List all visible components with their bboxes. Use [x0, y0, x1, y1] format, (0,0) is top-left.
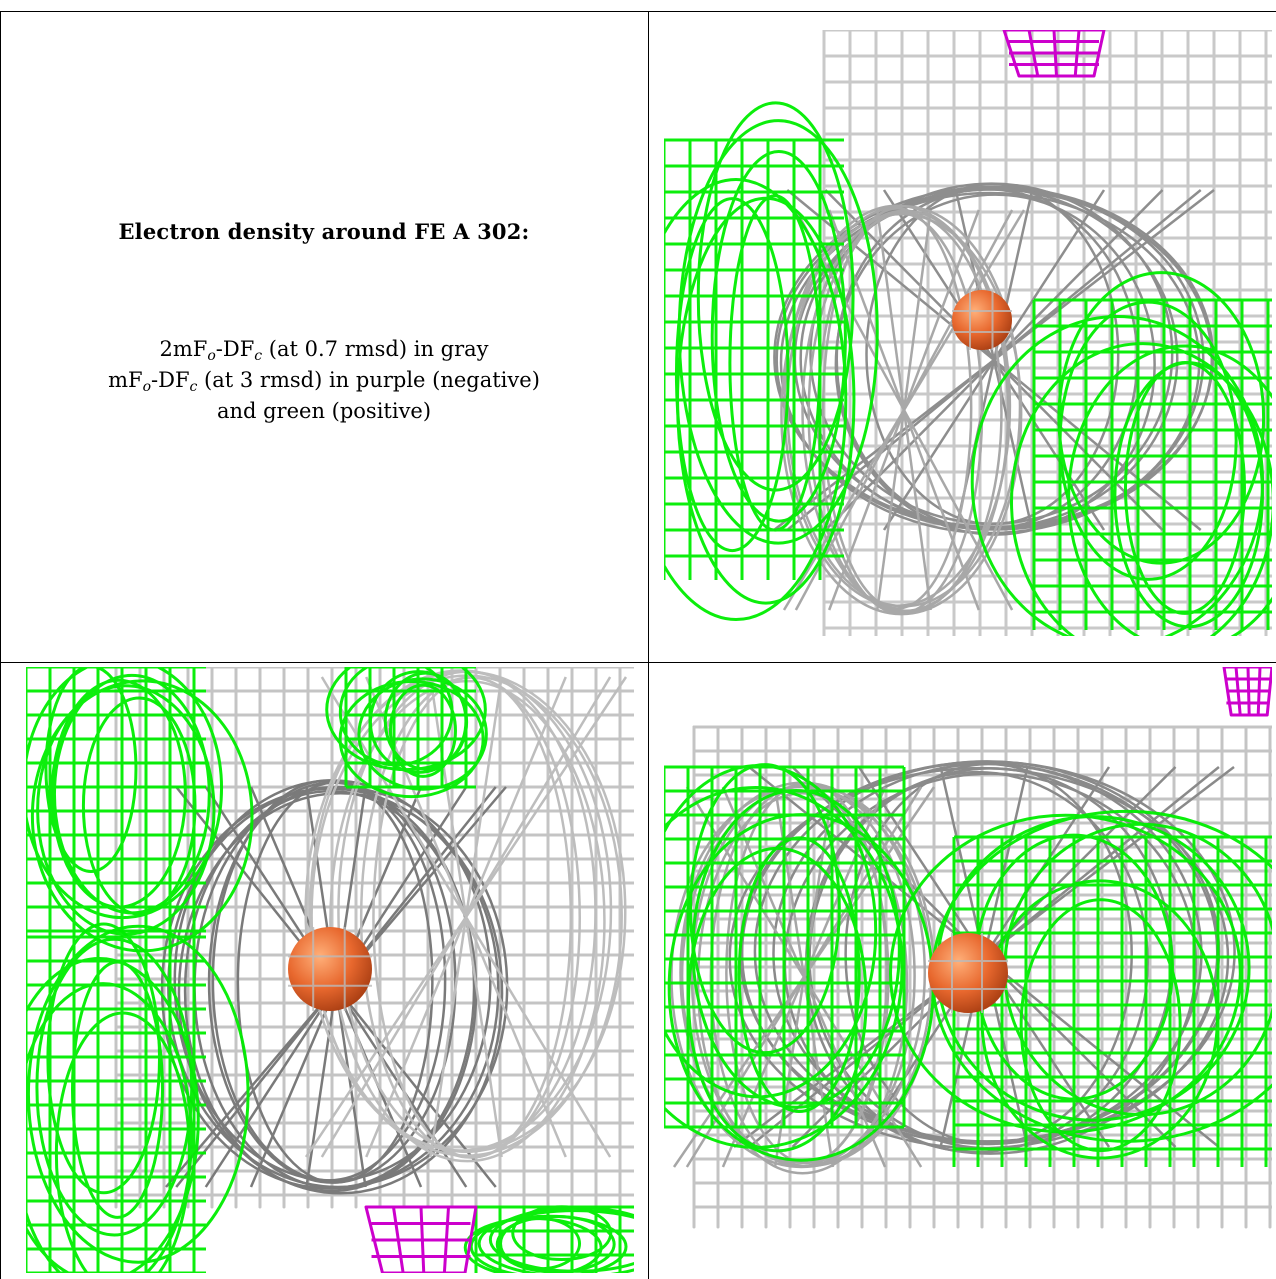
green-positive-left	[664, 101, 879, 621]
caption-cell: Electron density around FE A 302: 2mFo-D…	[0, 12, 648, 662]
fe-atom	[952, 290, 1012, 350]
green-positive-top	[325, 667, 488, 799]
green-positive-right	[970, 271, 1272, 636]
line1-sub-c: c	[254, 348, 263, 364]
caption-title: Electron density around FE A 302:	[118, 219, 530, 244]
line2-mid: -DF	[151, 368, 190, 392]
green-positive-top-left	[26, 667, 254, 953]
line2-prefix: mF	[108, 368, 143, 392]
line1-sub-o: o	[207, 348, 216, 364]
purple-negative-bottom	[364, 1205, 478, 1273]
caption-line-gray: 2mFo-DFc (at 0.7 rmsd) in gray	[0, 334, 648, 365]
fe-atom	[288, 927, 372, 1011]
border-middle-vertical	[648, 11, 649, 1279]
border-left	[0, 11, 1, 1279]
border-top	[0, 11, 1276, 12]
density-render-bottom-left	[26, 667, 634, 1273]
line1-suffix: (at 0.7 rmsd) in gray	[262, 337, 489, 361]
density-view-bottom-left	[26, 667, 634, 1273]
fe-atom	[928, 933, 1008, 1013]
caption-lines: 2mFo-DFc (at 0.7 rmsd) in gray mFo-DFc (…	[0, 334, 648, 427]
density-view-bottom-right	[664, 667, 1272, 1273]
green-positive-bottom-left	[26, 922, 250, 1273]
density-view-top-right	[664, 30, 1272, 636]
caption-line-green: and green (positive)	[216, 399, 432, 423]
density-render-bottom-right	[664, 667, 1272, 1229]
fe-atom-mesh-overlay	[288, 927, 372, 1011]
fe-atom-mesh-overlay	[928, 933, 1008, 1013]
line2-sub-c: c	[189, 379, 198, 395]
border-middle-horizontal	[0, 662, 1276, 663]
line1-prefix: 2mF	[159, 337, 208, 361]
line1-mid: -DF	[215, 337, 255, 361]
caption-line-purple: mFo-DFc (at 3 rmsd) in purple (negative)	[0, 365, 648, 396]
caption-block: Electron density around FE A 302: 2mFo-D…	[0, 12, 648, 662]
green-positive-left	[664, 763, 935, 1162]
purple-negative-top-right	[1222, 667, 1272, 717]
line2-suffix: (at 3 rmsd) in purple (negative)	[197, 368, 540, 392]
green-positive-bottom-right	[463, 1205, 634, 1273]
fe-atom-mesh-overlay	[952, 290, 1012, 350]
purple-negative-top	[1002, 30, 1106, 78]
line2-sub-o: o	[142, 379, 152, 395]
density-render-top-right	[664, 30, 1272, 636]
gray-density-lobe	[780, 204, 1026, 616]
